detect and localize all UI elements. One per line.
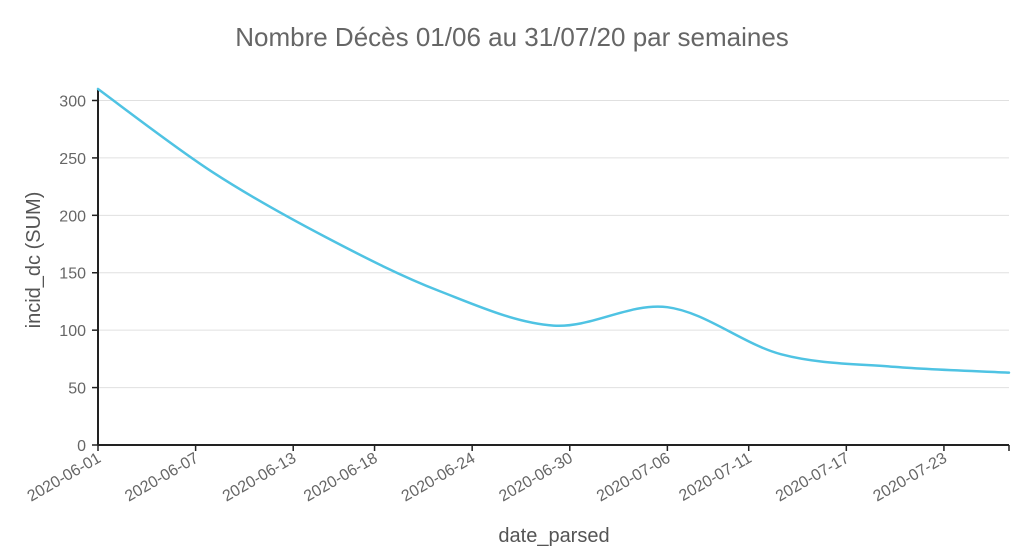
- y-tick-label: 100: [59, 323, 86, 340]
- y-tick-label: 50: [68, 381, 86, 398]
- x-axis-title: date_parsed: [498, 525, 609, 547]
- x-tick-label: 2020-07-17: [773, 450, 852, 506]
- x-tick-label: 2020-06-30: [496, 450, 575, 506]
- y-axis-title: incid_dc (SUM): [23, 192, 45, 329]
- y-tick-label: 300: [59, 93, 86, 110]
- x-tick-label: 2020-07-06: [594, 450, 673, 506]
- y-tick-label: 250: [59, 151, 86, 168]
- tick-labels: 0 50 100 150 200 250 300 2020-06-01 2020-06-07 20…: [25, 93, 950, 505]
- gridlines: [98, 99, 1009, 389]
- y-tick-label: 0: [77, 438, 86, 455]
- y-tick-label: 150: [59, 266, 86, 283]
- chart-title: Nombre Décès 01/06 au 31/07/20 par semai…: [235, 22, 789, 52]
- x-tick-label: 2020-06-01: [25, 450, 104, 506]
- x-tick-label: 2020-06-07: [122, 450, 201, 506]
- x-tick-label: 2020-06-24: [399, 450, 478, 506]
- y-tick-label: 200: [59, 208, 86, 225]
- x-tick-label: 2020-06-13: [220, 450, 299, 506]
- x-tick-label: 2020-07-11: [676, 450, 754, 505]
- x-tick-label: 2020-06-18: [301, 450, 380, 506]
- axes: [92, 89, 1010, 451]
- x-tick-label: 2020-07-23: [871, 450, 950, 506]
- series-layer: [96, 87, 1011, 374]
